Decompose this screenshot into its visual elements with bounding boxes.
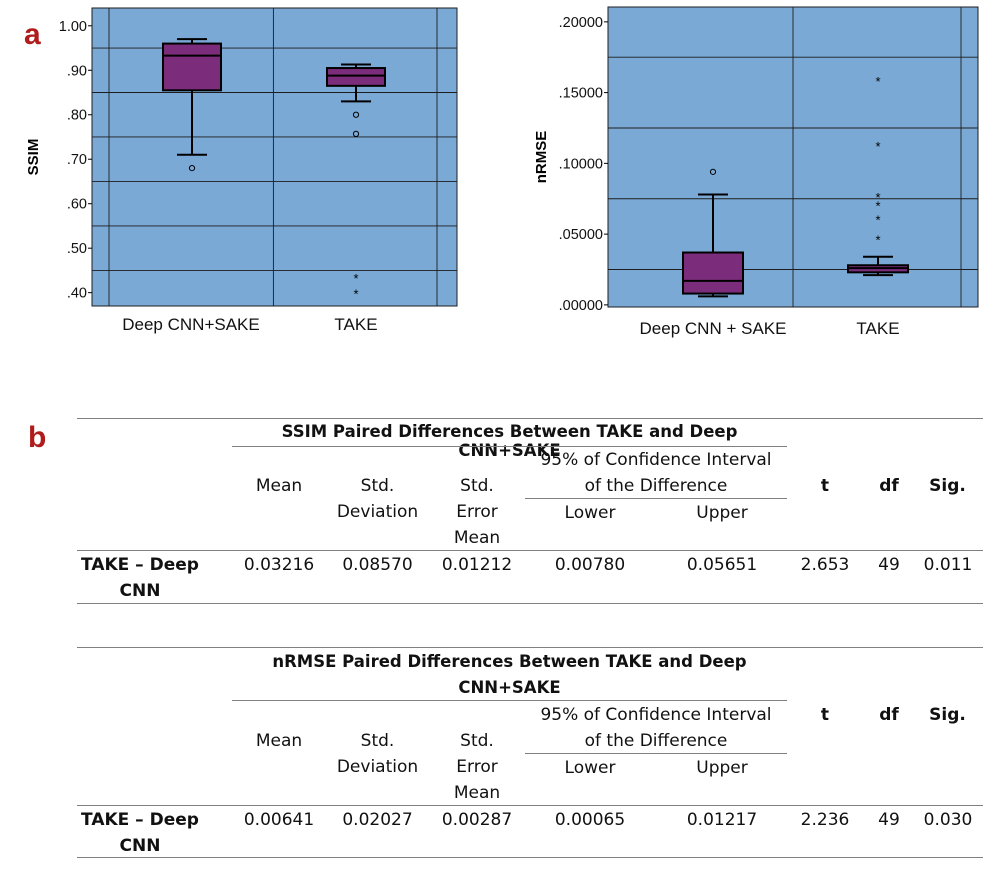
ssim-row-lower: 0.00780 — [554, 555, 626, 575]
ssim-header-std-dev-2: Deviation — [336, 502, 419, 522]
panel-label-b: b — [28, 421, 47, 454]
extreme-point: * — [353, 271, 358, 286]
nrmse-header-lower: Lower — [564, 758, 616, 778]
extreme-point: * — [353, 287, 358, 302]
ssim-header-t: t — [820, 476, 830, 496]
nrmse-header-mean: Mean — [255, 731, 303, 751]
ssim-row-sig: 0.011 — [923, 555, 973, 575]
ssim-header-sig: Sig. — [929, 476, 966, 496]
extreme-point: * — [875, 213, 880, 228]
ssim-header-lower: Lower — [564, 503, 616, 523]
y-tick-label: .60 — [67, 197, 87, 213]
panel-label-a: a — [24, 18, 41, 51]
y-tick-label: .70 — [67, 152, 87, 168]
y-tick-label: .50 — [67, 241, 87, 257]
ssim-header-ci-2: of the Difference — [584, 476, 728, 496]
ssim-header-ci-1: 95% of Confidence Interval — [540, 450, 772, 470]
ssim-header-upper: Upper — [696, 503, 748, 523]
category-label: Deep CNN + SAKE — [640, 319, 787, 338]
ssim-header-std-dev-1: Std. — [360, 476, 395, 496]
nrmse-header-sig: Sig. — [929, 705, 966, 725]
ssim-row-label-2: CNN — [119, 581, 161, 601]
extreme-point: * — [875, 198, 880, 213]
y-tick-label: .80 — [67, 108, 87, 124]
category-label: Deep CNN+SAKE — [122, 315, 259, 334]
ssim-header-std-err-2: Error — [456, 502, 498, 522]
nrmse-header-std-dev-2: Deviation — [336, 757, 419, 777]
nrmse-boxplot: .20000 .15000 .10000 .05000 .00000 nRMSE Deep … — [533, 6, 979, 338]
box — [162, 42, 222, 92]
outlier-point — [188, 165, 196, 172]
ssim-row-std-dev: 0.08570 — [342, 555, 413, 575]
ssim-row-t: 2.653 — [800, 555, 850, 575]
y-tick-label: .10000 — [559, 156, 603, 172]
y-tick-label: .90 — [67, 63, 87, 79]
ssim-header-std-err-3: Mean — [453, 528, 501, 548]
ssim-boxplot: 1.00 .90 .80 .70 .60 .50 .40 SSIM Deep CNN+SAKE *… — [25, 7, 458, 334]
y-tick-label: 1.00 — [59, 19, 87, 35]
ssim-row-upper: 0.05651 — [686, 555, 758, 575]
nrmse-table-title-2: CNN+SAKE — [458, 678, 561, 697]
y-axis-label: nRMSE — [533, 131, 550, 184]
nrmse-header-upper: Upper — [696, 758, 748, 778]
nrmse-header-std-err-2: Error — [456, 757, 498, 777]
nrmse-header-t: t — [820, 705, 830, 725]
outlier-point — [352, 130, 360, 137]
category-label: TAKE — [856, 319, 899, 338]
category-label: TAKE — [334, 315, 377, 334]
outlier-point — [352, 111, 360, 118]
extreme-point: * — [875, 190, 880, 205]
nrmse-header-std-dev-1: Std. — [360, 731, 395, 751]
nrmse-row-label-2: CNN — [119, 836, 161, 856]
y-tick-label: .20000 — [559, 15, 603, 31]
nrmse-row-df: 49 — [878, 810, 900, 830]
nrmse-header-df: df — [879, 705, 899, 725]
extreme-point: * — [875, 232, 880, 247]
nrmse-row-mean: 0.00641 — [243, 810, 315, 830]
nrmse-header-std-err-1: Std. — [460, 731, 494, 751]
box — [326, 67, 386, 87]
extreme-point: * — [875, 139, 880, 154]
extreme-point: * — [875, 74, 880, 89]
ssim-row-std-err: 0.01212 — [441, 555, 513, 575]
nrmse-row-std-err: 0.00287 — [441, 810, 513, 830]
ssim-table-title: SSIM Paired Differences Between TAKE and… — [281, 422, 738, 460]
y-tick-label: .05000 — [559, 227, 603, 243]
y-tick-label: .15000 — [559, 86, 603, 102]
nrmse-row-t: 2.236 — [800, 810, 850, 830]
ssim-header-std-err-1: Std. — [460, 476, 494, 496]
nrmse-row-sig: 0.030 — [923, 810, 973, 830]
nrmse-table-title-1: nRMSE Paired Differences Between TAKE an… — [272, 652, 747, 671]
nrmse-header-std-err-3: Mean — [453, 783, 501, 803]
ssim-row-label-1: TAKE – Deep — [81, 555, 199, 575]
outlier-point — [709, 168, 717, 175]
ssim-row-df: 49 — [878, 555, 900, 575]
ssim-row-mean: 0.03216 — [243, 555, 315, 575]
box — [682, 251, 744, 295]
y-tick-label: .00000 — [559, 298, 603, 314]
nrmse-header-ci-1: 95% of Confidence Interval — [540, 705, 772, 725]
nrmse-row-label-1: TAKE – Deep — [81, 810, 199, 830]
nrmse-row-upper: 0.01217 — [686, 810, 758, 830]
ssim-header-mean: Mean — [255, 476, 303, 496]
nrmse-row-std-dev: 0.02027 — [342, 810, 413, 830]
ssim-header-df: df — [879, 476, 899, 496]
nrmse-header-ci-2: of the Difference — [584, 731, 728, 751]
nrmse-row-lower: 0.00065 — [554, 810, 626, 830]
plot-area — [91, 7, 458, 307]
y-tick-label: .40 — [67, 286, 87, 302]
y-axis-label: SSIM — [25, 139, 42, 176]
